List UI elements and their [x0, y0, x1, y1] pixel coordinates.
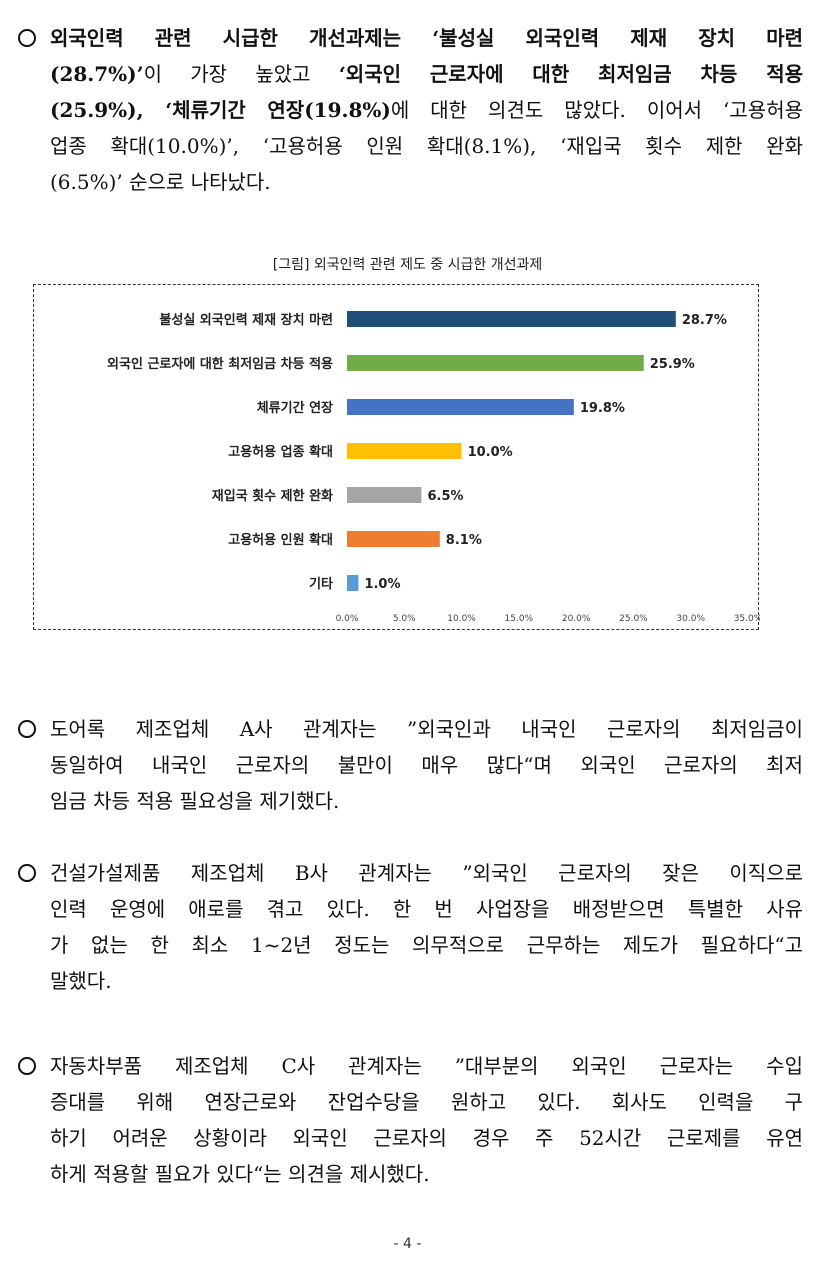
intro-line: 외국인력 관련 시급한 개선과제는 ‘불성실 외국인력 제재 장치 마련: [50, 20, 803, 56]
bullet-circle-icon: [18, 720, 36, 738]
text-run: 업종 확대(10.0%)’, ‘고용허용 인원 확대(8.1%), ‘재입국 횟…: [50, 134, 803, 158]
text-run: 외국인력 관련 시급한 개선과제는 ‘불성실 외국인력 제재 장치 마련: [50, 26, 803, 50]
opinion-line: 자동차부품 제조업체 C사 관계자는 ”대부분의 외국인 근로자는 수입: [50, 1054, 803, 1078]
opinion-paragraph-a: 도어록 제조업체 A사 관계자는 ”외국인과 내국인 근로자의 최저임금이 동일…: [18, 711, 803, 819]
opinion-line: 인력 운영에 애로를 겪고 있다. 한 번 사업장을 배정받으면 특별한 사유: [50, 897, 803, 921]
category-label: 체류기간 연장: [257, 400, 333, 416]
category-label: 재입국 횟수 제한 완화: [212, 488, 333, 504]
bar: [347, 443, 462, 459]
opinion-line: 임금 차등 적용 필요성을 제기했다.: [50, 789, 340, 813]
text-run: ‘외국인 근로자에 대한 최저임금 차등 적용: [338, 62, 804, 86]
category-label: 고용허용 인원 확대: [228, 532, 333, 548]
bullet-circle-icon: [18, 1057, 36, 1075]
bar: [347, 531, 440, 547]
opinion-paragraph-c: 자동차부품 제조업체 C사 관계자는 ”대부분의 외국인 근로자는 수입 증대를…: [18, 1048, 803, 1192]
opinion-line: 하게 적용할 필요가 있다“는 의견을 제시했다.: [50, 1162, 430, 1186]
x-tick-label: 30.0%: [676, 614, 705, 624]
bar: [347, 487, 422, 503]
data-label: 28.7%: [682, 313, 727, 328]
bar: [347, 399, 574, 415]
bar-chart: 불성실 외국인력 제재 장치 마련 28.7% 외국인 근로자에 대한 최저임금 차…: [107, 311, 760, 624]
intro-line: 업종 확대(10.0%)’, ‘고용허용 인원 확대(8.1%), ‘재입국 횟…: [50, 128, 803, 164]
opinion-line: 건설가설제품 제조업체 B사 관계자는 ”외국인 근로자의 잦은 이직으로: [50, 861, 803, 885]
x-tick-label: 15.0%: [505, 614, 534, 624]
x-tick-label: 25.0%: [619, 614, 648, 624]
data-label: 1.0%: [364, 577, 400, 592]
x-tick-label: 35.0%: [734, 614, 760, 624]
opinion-paragraph-b: 건설가설제품 제조업체 B사 관계자는 ”외국인 근로자의 잦은 이직으로 인력…: [18, 855, 803, 999]
x-tick-label: 0.0%: [336, 614, 359, 624]
x-tick-label: 20.0%: [562, 614, 591, 624]
intro-line: (28.7%)’이 가장 높았고 ‘외국인 근로자에 대한 최저임금 차등 적용: [50, 56, 803, 92]
bullet-circle-icon: [18, 29, 36, 47]
opinion-line: 동일하여 내국인 근로자의 불만이 매우 많다“며 외국인 근로자의 최저: [50, 753, 803, 777]
data-label: 10.0%: [468, 445, 513, 460]
data-label: 8.1%: [446, 533, 482, 548]
category-label: 고용허용 업종 확대: [228, 444, 333, 460]
bar: [347, 355, 644, 371]
text-run: (28.7%)’: [50, 62, 144, 86]
page-number: - 4 -: [393, 1236, 422, 1252]
opinion-line: 말했다.: [50, 969, 112, 993]
opinion-line: 가 없는 한 최소 1~2년 정도는 의무적으로 근무하는 제도가 필요하다“고: [50, 933, 803, 957]
category-label: 기타: [309, 576, 333, 592]
x-tick-label: 10.0%: [447, 614, 476, 624]
figure-title: [그림] 외국인력 관련 제도 중 시급한 개선과제: [272, 257, 543, 273]
data-label: 25.9%: [650, 357, 695, 372]
data-label: 19.8%: [580, 401, 625, 416]
intro-paragraph: 외국인력 관련 시급한 개선과제는 ‘불성실 외국인력 제재 장치 마련 (28…: [18, 20, 803, 200]
text-run: (6.5%)’ 순으로 나타났다.: [50, 170, 271, 194]
bar: [347, 311, 676, 327]
data-label: 6.5%: [427, 489, 463, 504]
intro-line: (6.5%)’ 순으로 나타났다.: [50, 164, 803, 200]
category-label: 외국인 근로자에 대한 최저임금 차등 적용: [107, 356, 333, 372]
intro-lines: 외국인력 관련 시급한 개선과제는 ‘불성실 외국인력 제재 장치 마련 (28…: [50, 20, 803, 200]
opinion-line: 증대를 위해 연장근로와 잔업수당을 원하고 있다. 회사도 인력을 구: [50, 1090, 803, 1114]
text-run: 이 가장 높았고: [143, 62, 339, 86]
opinion-line: 하기 어려운 상황이라 외국인 근로자의 경우 주 52시간 근로제를 유연: [50, 1126, 803, 1150]
chart-frame: 불성실 외국인력 제재 장치 마련 28.7% 외국인 근로자에 대한 최저임금 차…: [33, 284, 760, 630]
opinion-line: 도어록 제조업체 A사 관계자는 ”외국인과 내국인 근로자의 최저임금이: [50, 717, 803, 741]
category-label: 불성실 외국인력 제재 장치 마련: [159, 312, 333, 328]
intro-line: (25.9%), ‘체류기간 연장(19.8%)에 대한 의견도 많았다. 이어…: [50, 92, 803, 128]
bullet-circle-icon: [18, 864, 36, 882]
x-tick-label: 5.0%: [393, 614, 416, 624]
bar: [347, 575, 359, 591]
text-run: (25.9%), ‘체류기간 연장(19.8%): [50, 98, 391, 122]
text-run: 에 대한 의견도 많았다. 이어서 ‘고용허용: [390, 98, 803, 122]
